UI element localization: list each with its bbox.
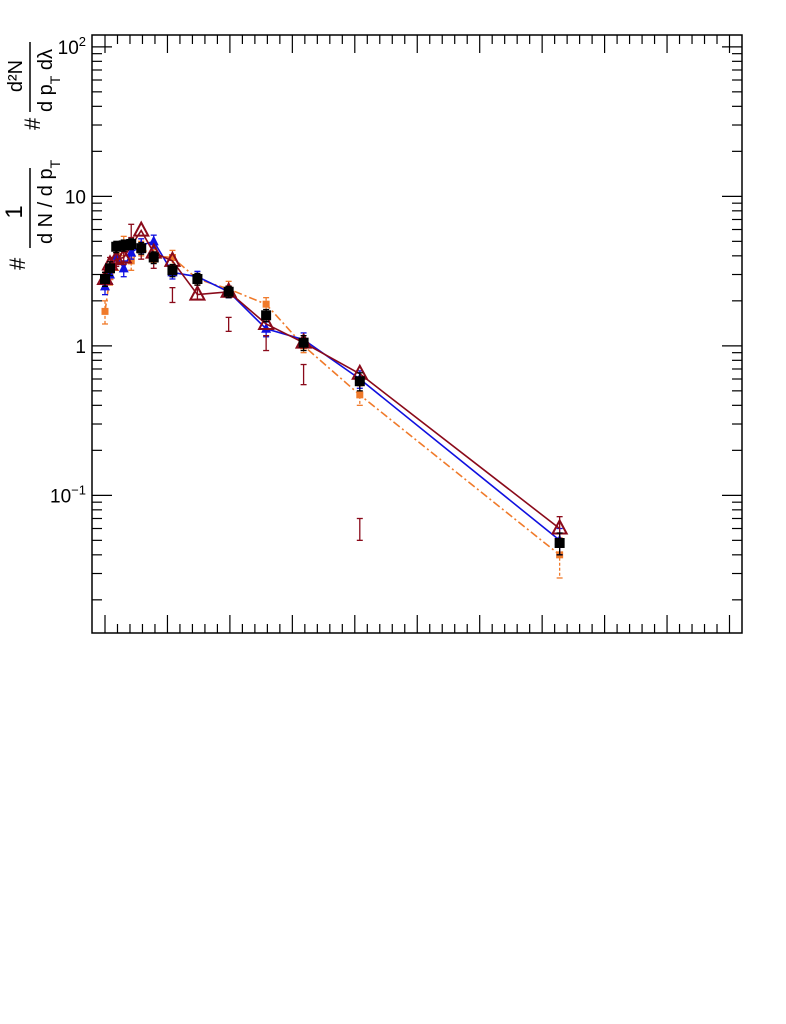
- data-point: [111, 241, 122, 252]
- y-tick-label-base: 10: [65, 187, 86, 208]
- y-tick-label-base: 10: [58, 38, 79, 59]
- data-point: [148, 235, 159, 246]
- data-point: [100, 273, 110, 284]
- ylabel-prefix: #: [5, 257, 30, 270]
- series-black-filled-square: [100, 238, 565, 556]
- ylabel-frac1-den-main: d N / d p: [35, 168, 57, 244]
- series-line: [104, 243, 561, 556]
- data-point: [188, 284, 207, 301]
- y-tick-label-exponent: 2: [79, 34, 86, 49]
- data-point: [167, 265, 178, 276]
- ylabel-frac2-numerator: d²N: [5, 60, 27, 92]
- series-blue-solid-filled-triangle: [100, 234, 565, 556]
- series-layer: [96, 220, 569, 579]
- data-point: [126, 246, 137, 257]
- axis-ticks: [92, 35, 742, 633]
- data-point: [118, 240, 129, 251]
- ylabel-mid: #: [20, 117, 45, 130]
- y-tick-label: 10: [65, 187, 86, 208]
- plot-frame: [91, 34, 743, 634]
- data-point: [115, 247, 133, 264]
- data-point: [261, 322, 272, 333]
- ylabel-frac1-numerator: 1: [1, 205, 28, 218]
- data-point: [354, 376, 365, 387]
- y-tick-label: 102: [58, 34, 86, 59]
- ylabel-frac2-den-sub: T: [47, 75, 63, 84]
- y-tick-label: 10−1: [50, 482, 86, 507]
- ylabel-frac2-den-main: d p: [35, 84, 57, 112]
- data-point: [168, 253, 176, 261]
- ylabel-frac2-den-tail: dλ: [35, 49, 57, 76]
- data-point: [132, 220, 150, 237]
- data-point: [118, 262, 129, 273]
- data-point: [298, 337, 309, 348]
- ylabel-frac1-denominator: d N / d pT: [35, 159, 63, 244]
- y-tick-label: 1: [75, 337, 86, 358]
- ylabel-frac2-denominator: d pT dλ: [35, 49, 63, 112]
- y-tick-label-base: 1: [75, 337, 86, 358]
- y-axis-label: # 1 d N / d pT # d²N d pT dλ: [1, 42, 63, 270]
- data-point: [148, 252, 159, 263]
- data-point: [127, 257, 135, 265]
- y-tick-label-base: 10: [50, 486, 71, 507]
- data-point: [223, 286, 234, 297]
- data-point: [554, 537, 565, 548]
- data-point: [192, 273, 203, 284]
- data-point: [104, 263, 115, 274]
- data-point: [257, 313, 275, 330]
- ylabel-frac1-den-sub: T: [47, 159, 63, 168]
- data-point: [126, 238, 137, 249]
- data-point: [261, 310, 272, 321]
- y-tick-label-exponent: −1: [71, 482, 86, 497]
- series-line: [104, 240, 561, 541]
- data-point: [262, 300, 270, 308]
- data-point: [356, 391, 364, 399]
- data-point: [101, 307, 109, 315]
- data-point: [136, 243, 147, 254]
